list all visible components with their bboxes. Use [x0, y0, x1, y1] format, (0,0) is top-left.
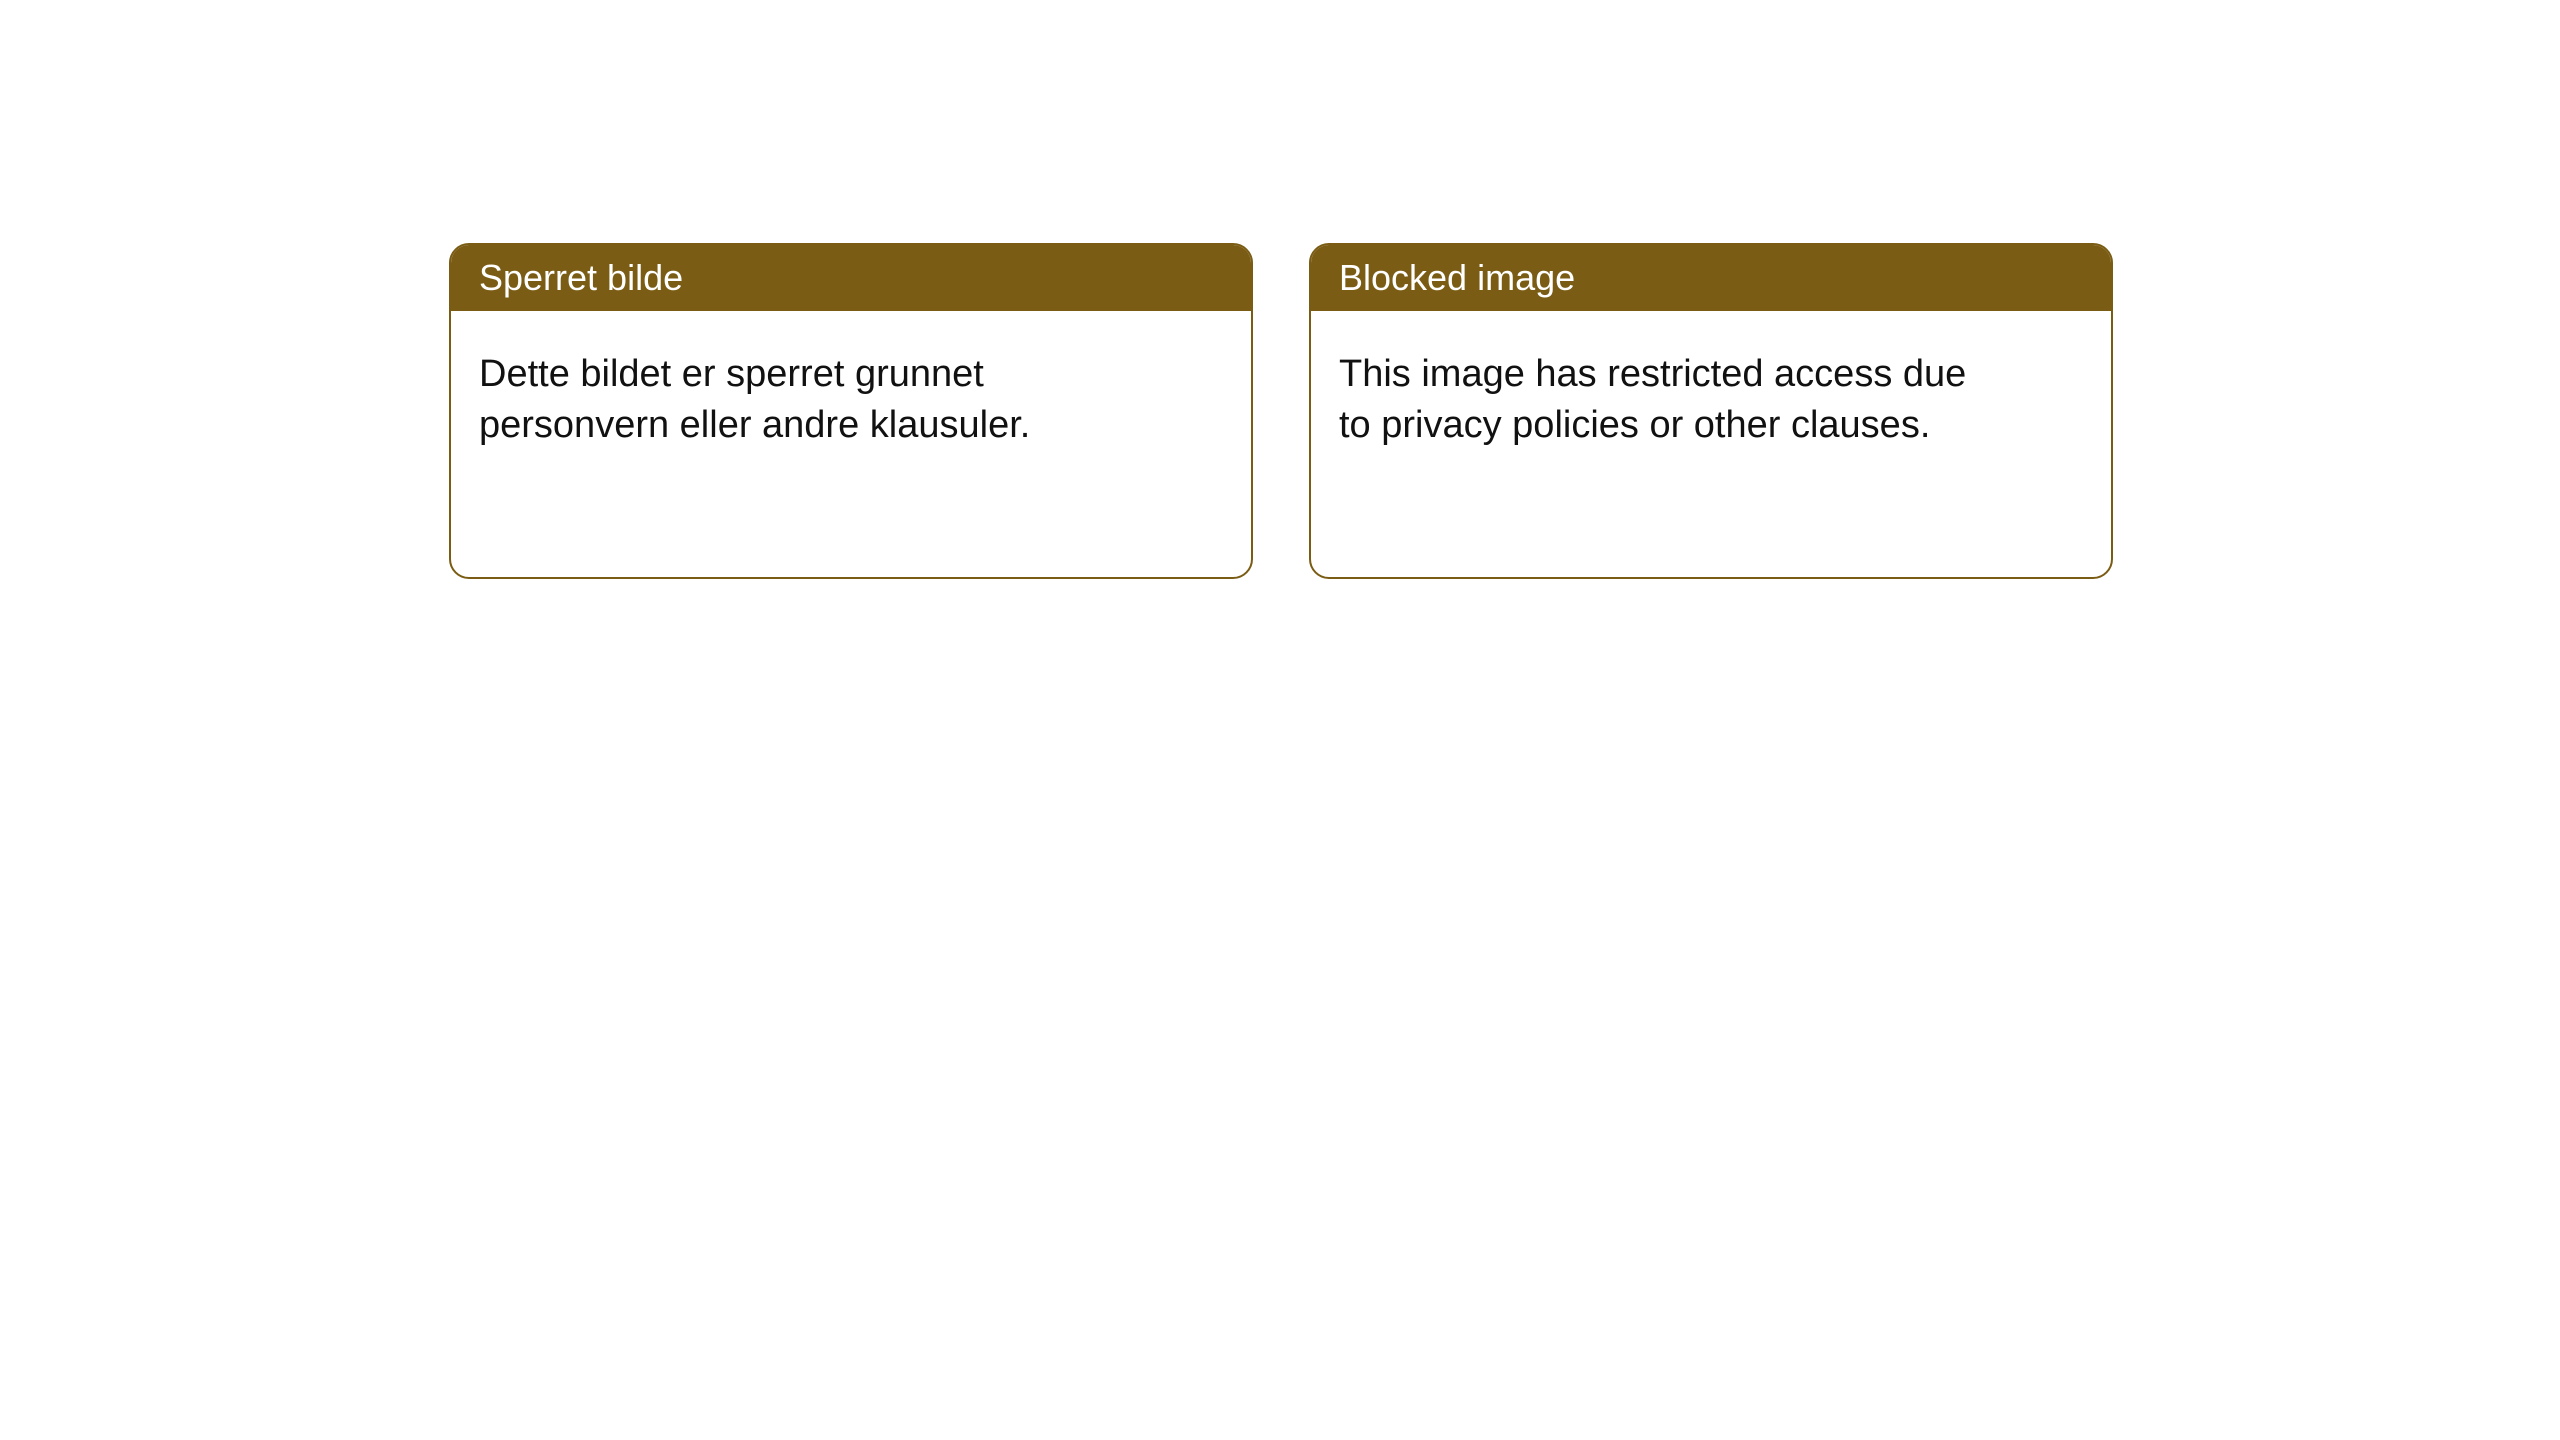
card-body-english: This image has restricted access due to …: [1311, 311, 2011, 490]
card-body-norwegian: Dette bildet er sperret grunnet personve…: [451, 311, 1151, 490]
notice-card-norwegian: Sperret bilde Dette bildet er sperret gr…: [449, 243, 1253, 579]
notice-card-english: Blocked image This image has restricted …: [1309, 243, 2113, 579]
card-header-english: Blocked image: [1311, 245, 2111, 311]
notice-container: Sperret bilde Dette bildet er sperret gr…: [0, 0, 2560, 579]
card-header-norwegian: Sperret bilde: [451, 245, 1251, 311]
